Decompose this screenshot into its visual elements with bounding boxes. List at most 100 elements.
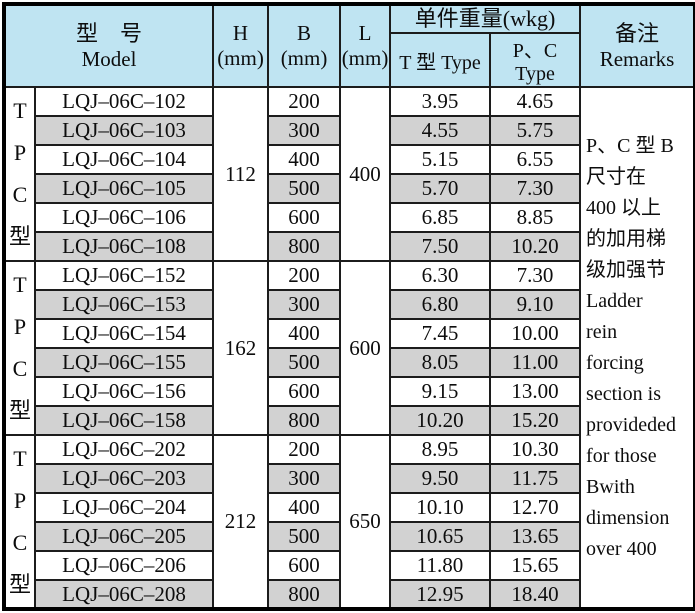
t-weight-cell: 6.80 xyxy=(389,289,492,320)
b-value-cell: 300 xyxy=(267,463,342,494)
t-weight-cell: 9.50 xyxy=(389,463,492,494)
t-weight-cell: 10.20 xyxy=(389,405,492,436)
pc-weight-cell: 5.75 xyxy=(489,115,582,146)
table-body: T P C 型 LQJ–06C–102 112 200 400 3.95 4.6… xyxy=(3,86,695,610)
t-weight-cell: 10.65 xyxy=(389,521,492,552)
pc-weight-cell: 12.70 xyxy=(489,492,582,523)
pc-weight-cell: 13.00 xyxy=(489,376,582,407)
model-cell: LQJ–06C–206 xyxy=(33,550,215,581)
header-h: H (mm) xyxy=(212,3,270,88)
h-value-cell: 112 xyxy=(212,86,270,262)
header-b-symbol: B xyxy=(297,21,312,45)
pc-weight-cell: 13.65 xyxy=(489,521,582,552)
model-cell: LQJ–06C–154 xyxy=(33,318,215,349)
header-row-1: 型 号 Model H (mm) B (mm) L (mm) 单件重量(wkg)… xyxy=(2,3,695,88)
pc-weight-cell: 10.00 xyxy=(489,318,582,349)
table-row: LQJ–06C–205 500 10.65 13.65 xyxy=(4,521,695,552)
table-row: LQJ–06C–158 800 10.20 15.20 xyxy=(4,405,695,436)
model-cell: LQJ–06C–153 xyxy=(33,289,215,320)
t-weight-cell: 5.15 xyxy=(389,144,492,175)
header-l: L (mm) xyxy=(339,3,392,88)
table-row: LQJ–06C–103 300 4.55 5.75 xyxy=(4,115,695,146)
t-weight-cell: 11.80 xyxy=(389,550,492,581)
pc-weight-cell: 11.75 xyxy=(489,463,582,494)
pc-weight-cell: 6.55 xyxy=(489,144,582,175)
b-value-cell: 600 xyxy=(267,202,342,233)
header-model-en: Model xyxy=(81,46,137,71)
t-weight-cell: 8.95 xyxy=(389,434,492,465)
table-row: LQJ–06C–153 300 6.80 9.10 xyxy=(4,289,695,320)
t-weight-cell: 8.05 xyxy=(389,347,492,378)
pc-weight-cell: 7.30 xyxy=(489,260,582,291)
table-row: LQJ–06C–108 800 7.50 10.20 xyxy=(4,231,695,262)
header-remarks: 备注 Remarks xyxy=(579,3,695,88)
group-label-tpc-1: T P C 型 xyxy=(3,86,36,262)
t-weight-cell: 10.10 xyxy=(389,492,492,523)
b-value-cell: 300 xyxy=(267,115,342,146)
table-row: LQJ–06C–155 500 8.05 11.00 xyxy=(4,347,695,378)
t-weight-cell: 3.95 xyxy=(389,86,492,117)
h-value-cell: 212 xyxy=(212,434,270,610)
header-l-unit: (mm) xyxy=(341,46,389,70)
l-value-cell: 600 xyxy=(339,260,392,436)
model-cell: LQJ–06C–102 xyxy=(33,86,215,117)
table-row: LQJ–06C–106 600 6.85 8.85 xyxy=(4,202,695,233)
header-h-symbol: H xyxy=(232,21,249,45)
t-weight-cell: 7.50 xyxy=(389,231,492,262)
model-cell: LQJ–06C–155 xyxy=(33,347,215,378)
b-value-cell: 400 xyxy=(267,492,342,523)
header-b: B (mm) xyxy=(267,3,342,88)
model-cell: LQJ–06C–204 xyxy=(33,492,215,523)
header-l-symbol: L xyxy=(358,21,372,45)
model-cell: LQJ–06C–103 xyxy=(33,115,215,146)
model-cell: LQJ–06C–158 xyxy=(33,405,215,436)
header-h-unit: (mm) xyxy=(217,46,264,70)
header-pc-type: P、C Type xyxy=(489,32,582,88)
b-value-cell: 500 xyxy=(267,173,342,204)
t-weight-cell: 12.95 xyxy=(389,579,492,610)
group-label-tpc-2: T P C 型 xyxy=(3,260,36,436)
b-value-cell: 400 xyxy=(267,144,342,175)
header-remarks-en: Remarks xyxy=(599,46,675,71)
model-cell: LQJ–06C–205 xyxy=(33,521,215,552)
header-b-unit: (mm) xyxy=(280,46,328,70)
model-cell: LQJ–06C–202 xyxy=(33,434,215,465)
table-row: LQJ–06C–154 400 7.45 10.00 xyxy=(4,318,695,349)
t-weight-cell: 9.15 xyxy=(389,376,492,407)
b-value-cell: 600 xyxy=(267,376,342,407)
b-value-cell: 600 xyxy=(267,550,342,581)
b-value-cell: 200 xyxy=(267,260,342,291)
pc-weight-cell: 9.10 xyxy=(489,289,582,320)
remarks-cell: P、C 型 B 尺寸在 400 以上 的加用梯 级加强节 Ladder rein… xyxy=(579,86,695,610)
table-row: T P C 型 LQJ–06C–102 112 200 400 3.95 4.6… xyxy=(3,86,695,610)
header-model-zh: 型 号 xyxy=(76,20,143,46)
b-value-cell: 800 xyxy=(267,231,342,262)
pc-weight-cell: 15.20 xyxy=(489,405,582,436)
header-row-2: T 型 Type P、C Type xyxy=(4,32,695,88)
model-cell: LQJ–06C–105 xyxy=(33,173,215,204)
model-cell: LQJ–06C–106 xyxy=(33,202,215,233)
table-header: 型 号 Model H (mm) B (mm) L (mm) 单件重量(wkg)… xyxy=(2,3,695,88)
model-cell: LQJ–06C–208 xyxy=(33,579,215,610)
table-row: LQJ–06C–105 500 5.70 7.30 xyxy=(4,173,695,204)
pc-weight-cell: 8.85 xyxy=(489,202,582,233)
h-value-cell: 162 xyxy=(212,260,270,436)
pc-weight-cell: 10.30 xyxy=(489,434,582,465)
header-t-type: T 型 Type xyxy=(389,32,492,88)
pc-weight-cell: 10.20 xyxy=(489,231,582,262)
table-row: LQJ–06C–204 400 10.10 12.70 xyxy=(4,492,695,523)
model-cell: LQJ–06C–152 xyxy=(33,260,215,291)
b-value-cell: 300 xyxy=(267,289,342,320)
pc-weight-cell: 4.65 xyxy=(489,86,582,117)
pc-weight-cell: 11.00 xyxy=(489,347,582,378)
pc-weight-cell: 18.40 xyxy=(489,579,582,610)
b-value-cell: 200 xyxy=(267,434,342,465)
header-model: 型 号 Model xyxy=(2,3,215,88)
t-weight-cell: 6.30 xyxy=(389,260,492,291)
t-weight-cell: 6.85 xyxy=(389,202,492,233)
table-row: LQJ–06C–206 600 11.80 15.65 xyxy=(4,550,695,581)
pc-weight-cell: 7.30 xyxy=(489,173,582,204)
table-row: LQJ–06C–104 400 5.15 6.55 xyxy=(4,144,695,175)
